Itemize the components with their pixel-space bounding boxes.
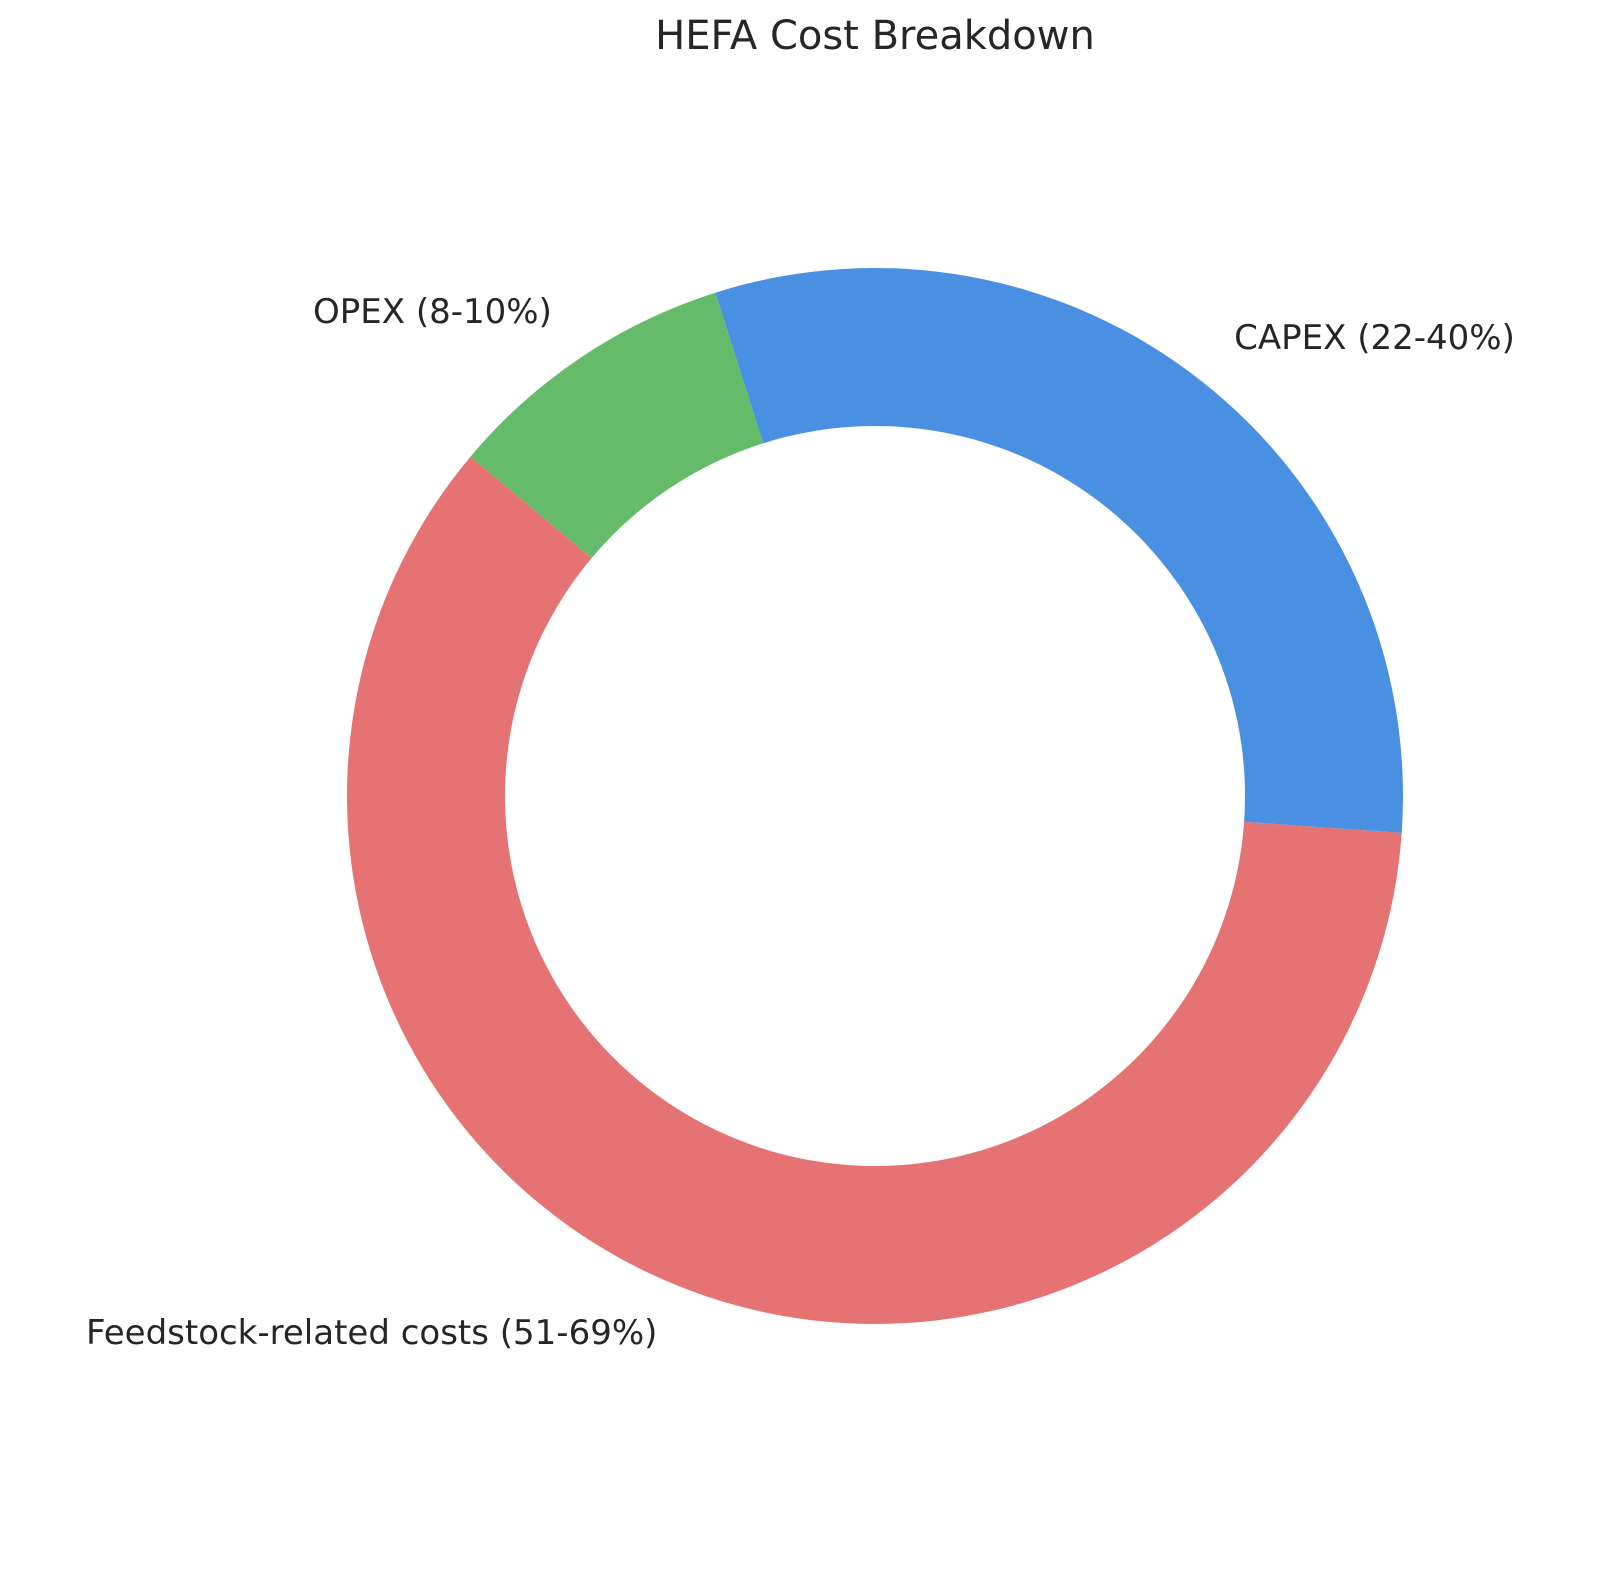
donut-slice (470, 292, 764, 559)
donut-slice (347, 456, 1402, 1325)
slice-label: OPEX (8-10%) (313, 292, 552, 332)
donut-slice (715, 268, 1403, 833)
slice-label: CAPEX (22-40%) (1234, 318, 1515, 358)
slice-label: Feedstock-related costs (51-69%) (86, 1313, 657, 1353)
chart-title: HEFA Cost Breakdown (655, 13, 1095, 59)
